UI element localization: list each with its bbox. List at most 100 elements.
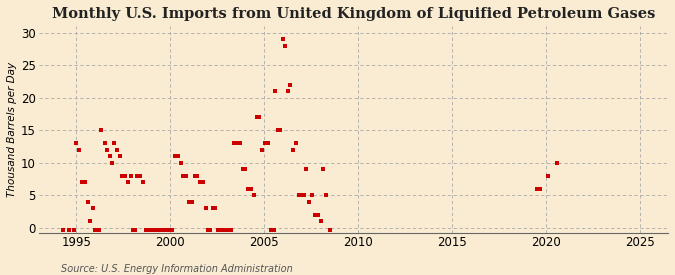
- Point: [126, 174, 136, 178]
- Point: [186, 200, 197, 204]
- Point: [310, 213, 321, 217]
- Point: [552, 161, 563, 165]
- Point: [172, 154, 183, 158]
- Point: [146, 228, 157, 232]
- Point: [229, 141, 240, 145]
- Point: [143, 228, 154, 232]
- Point: [248, 193, 259, 197]
- Point: [313, 213, 323, 217]
- Point: [270, 89, 281, 94]
- Point: [260, 141, 271, 145]
- Point: [132, 174, 143, 178]
- Point: [205, 228, 215, 232]
- Point: [298, 193, 309, 197]
- Point: [234, 141, 245, 145]
- Point: [254, 115, 265, 120]
- Point: [294, 193, 304, 197]
- Point: [140, 228, 151, 232]
- Point: [219, 228, 230, 232]
- Title: Monthly U.S. Imports from United Kingdom of Liquified Petroleum Gases: Monthly U.S. Imports from United Kingdom…: [52, 7, 655, 21]
- Point: [285, 82, 296, 87]
- Point: [63, 228, 74, 232]
- Point: [220, 228, 231, 232]
- Point: [223, 228, 234, 232]
- Point: [535, 187, 545, 191]
- Point: [240, 167, 251, 172]
- Point: [325, 228, 335, 232]
- Point: [107, 161, 117, 165]
- Point: [291, 141, 302, 145]
- Point: [315, 219, 326, 224]
- Point: [150, 228, 161, 232]
- Y-axis label: Thousand Barrels per Day: Thousand Barrels per Day: [7, 62, 17, 197]
- Point: [279, 43, 290, 48]
- Point: [90, 228, 101, 232]
- Point: [167, 228, 178, 232]
- Point: [232, 141, 242, 145]
- Point: [321, 193, 331, 197]
- Point: [213, 228, 223, 232]
- Point: [275, 128, 286, 133]
- Point: [82, 200, 93, 204]
- Point: [195, 180, 206, 185]
- Point: [301, 167, 312, 172]
- Point: [88, 206, 99, 211]
- Point: [268, 228, 279, 232]
- Point: [169, 154, 180, 158]
- Point: [85, 219, 96, 224]
- Point: [189, 174, 200, 178]
- Point: [198, 180, 209, 185]
- Point: [109, 141, 119, 145]
- Point: [296, 193, 307, 197]
- Point: [215, 228, 226, 232]
- Point: [154, 228, 165, 232]
- Point: [102, 148, 113, 152]
- Point: [165, 228, 176, 232]
- Point: [69, 228, 80, 232]
- Point: [178, 174, 189, 178]
- Point: [257, 148, 268, 152]
- Point: [128, 228, 138, 232]
- Point: [105, 154, 115, 158]
- Point: [76, 180, 87, 185]
- Point: [237, 167, 248, 172]
- Point: [265, 228, 276, 232]
- Point: [161, 228, 172, 232]
- Point: [207, 206, 218, 211]
- Point: [210, 206, 221, 211]
- Point: [200, 206, 211, 211]
- Point: [282, 89, 293, 94]
- Point: [543, 174, 554, 178]
- Point: [74, 148, 84, 152]
- Point: [58, 228, 69, 232]
- Point: [95, 128, 106, 133]
- Point: [123, 180, 134, 185]
- Point: [318, 167, 329, 172]
- Point: [202, 228, 213, 232]
- Point: [226, 228, 237, 232]
- Point: [135, 174, 146, 178]
- Point: [251, 115, 262, 120]
- Point: [304, 200, 315, 204]
- Point: [192, 174, 203, 178]
- Point: [181, 174, 192, 178]
- Point: [117, 174, 128, 178]
- Point: [111, 148, 122, 152]
- Point: [184, 200, 194, 204]
- Point: [531, 187, 542, 191]
- Point: [93, 228, 104, 232]
- Point: [277, 37, 288, 42]
- Point: [71, 141, 82, 145]
- Point: [80, 180, 90, 185]
- Point: [92, 228, 103, 232]
- Point: [138, 180, 148, 185]
- Point: [263, 141, 273, 145]
- Point: [114, 154, 125, 158]
- Point: [243, 187, 254, 191]
- Point: [99, 141, 110, 145]
- Point: [306, 193, 317, 197]
- Point: [119, 174, 130, 178]
- Point: [157, 228, 168, 232]
- Point: [176, 161, 186, 165]
- Point: [129, 228, 140, 232]
